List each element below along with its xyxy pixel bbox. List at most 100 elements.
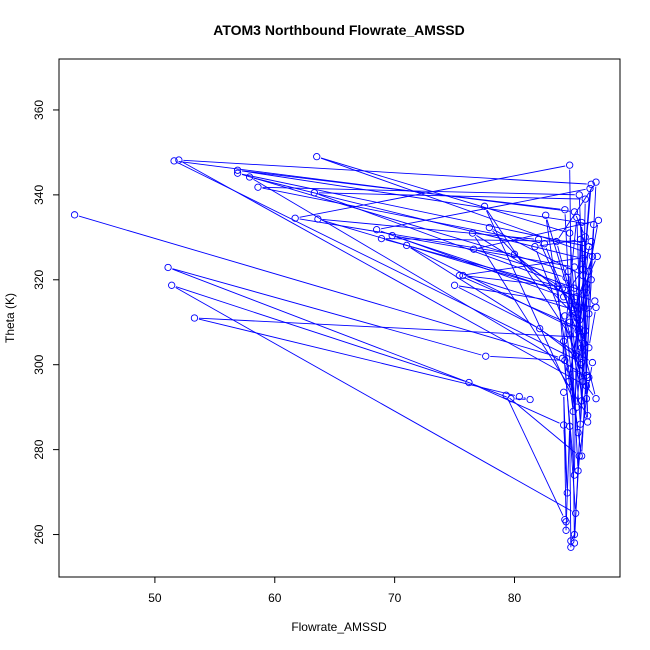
data-point [583, 373, 592, 382]
data-point [587, 276, 595, 284]
series-line-segment [396, 236, 573, 296]
data-point [570, 284, 579, 292]
data-point [581, 327, 589, 335]
data-point [581, 195, 589, 203]
series-line-segment [546, 219, 584, 340]
y-tick-label: 260 [32, 524, 46, 544]
series-line-segment [78, 215, 559, 358]
data-point [254, 183, 262, 191]
series-line-segment [582, 280, 588, 418]
series-line-segment [565, 272, 581, 294]
series-line-segment [262, 187, 541, 244]
data-point [175, 156, 183, 164]
chart-title: ATOM3 Northbound Flowrate_AMSSD [213, 22, 464, 38]
data-point [402, 241, 411, 250]
series-line-segment [241, 174, 565, 271]
data-point [567, 537, 575, 545]
data-point [577, 218, 586, 227]
series-line-segment [463, 256, 589, 276]
data-point [560, 293, 568, 301]
data-point [570, 539, 579, 547]
series-line-segment [585, 384, 594, 396]
data-point [562, 274, 570, 282]
data-point [576, 235, 585, 244]
series-line-segment [493, 229, 580, 274]
data-point [168, 281, 176, 289]
data-point [577, 397, 586, 405]
series-line-segment [486, 209, 568, 332]
series-line-segment [477, 250, 562, 277]
data-point [591, 297, 599, 305]
data-point [570, 208, 579, 216]
x-tick-label: 50 [148, 591, 162, 605]
data-point [576, 333, 585, 341]
data-point [592, 395, 600, 403]
data-point [574, 467, 582, 475]
series-line-segment [557, 245, 577, 314]
series-line-segment [458, 285, 592, 308]
data-point [594, 216, 603, 224]
data-point [233, 166, 242, 174]
data-point [510, 250, 519, 258]
series-line-segment [474, 236, 586, 413]
data-point [507, 395, 515, 403]
series-line-segment [241, 173, 585, 247]
series-line-segment [198, 318, 516, 396]
data-point [562, 526, 570, 534]
data-point [585, 267, 593, 275]
series-line-segment [385, 239, 554, 286]
data-point [170, 157, 178, 165]
data-point [585, 310, 593, 318]
series-line-segment [563, 345, 574, 408]
series-line-segment [565, 430, 570, 526]
data-series [70, 153, 603, 551]
data-point [388, 231, 396, 240]
data-point [574, 428, 582, 437]
data-point [582, 288, 591, 297]
series-line-segment [318, 192, 581, 200]
data-point [569, 305, 577, 314]
data-point [566, 365, 574, 373]
series-line-segment [172, 268, 482, 356]
x-tick-label: 60 [268, 591, 282, 605]
data-point [574, 327, 582, 335]
data-point [314, 215, 322, 223]
data-point [573, 293, 581, 301]
data-point [577, 344, 586, 352]
data-point [164, 263, 172, 272]
data-point [575, 191, 583, 199]
series-line-segment [523, 397, 526, 399]
series-line-segment [241, 170, 590, 225]
data-point [70, 211, 79, 219]
series-line-segment [576, 251, 589, 350]
series-line-segment [322, 219, 535, 240]
data-point [587, 180, 595, 188]
data-point [592, 178, 600, 186]
data-point [459, 271, 467, 280]
data-point [526, 395, 534, 404]
data-point [558, 354, 567, 362]
series-line-segment [570, 534, 575, 542]
data-point [570, 530, 579, 539]
data-point [576, 361, 585, 369]
series-line-segment [320, 157, 594, 256]
series-line-segment [396, 235, 571, 267]
data-point [566, 229, 574, 237]
series-line-segment [582, 368, 585, 372]
data-point [566, 161, 574, 169]
data-point [561, 516, 569, 524]
y-tick-label: 280 [32, 439, 46, 459]
data-point [531, 243, 539, 251]
data-point [291, 214, 299, 222]
data-point [560, 421, 568, 429]
data-point [589, 220, 598, 229]
data-point [561, 206, 569, 214]
data-point [245, 173, 254, 181]
data-point [571, 352, 580, 360]
series-line-segment [574, 460, 580, 531]
series-line-segment [183, 159, 587, 185]
data-point [542, 211, 550, 219]
data-point [570, 471, 579, 479]
series-line-segment [579, 192, 591, 325]
series-line-segment [410, 247, 589, 361]
